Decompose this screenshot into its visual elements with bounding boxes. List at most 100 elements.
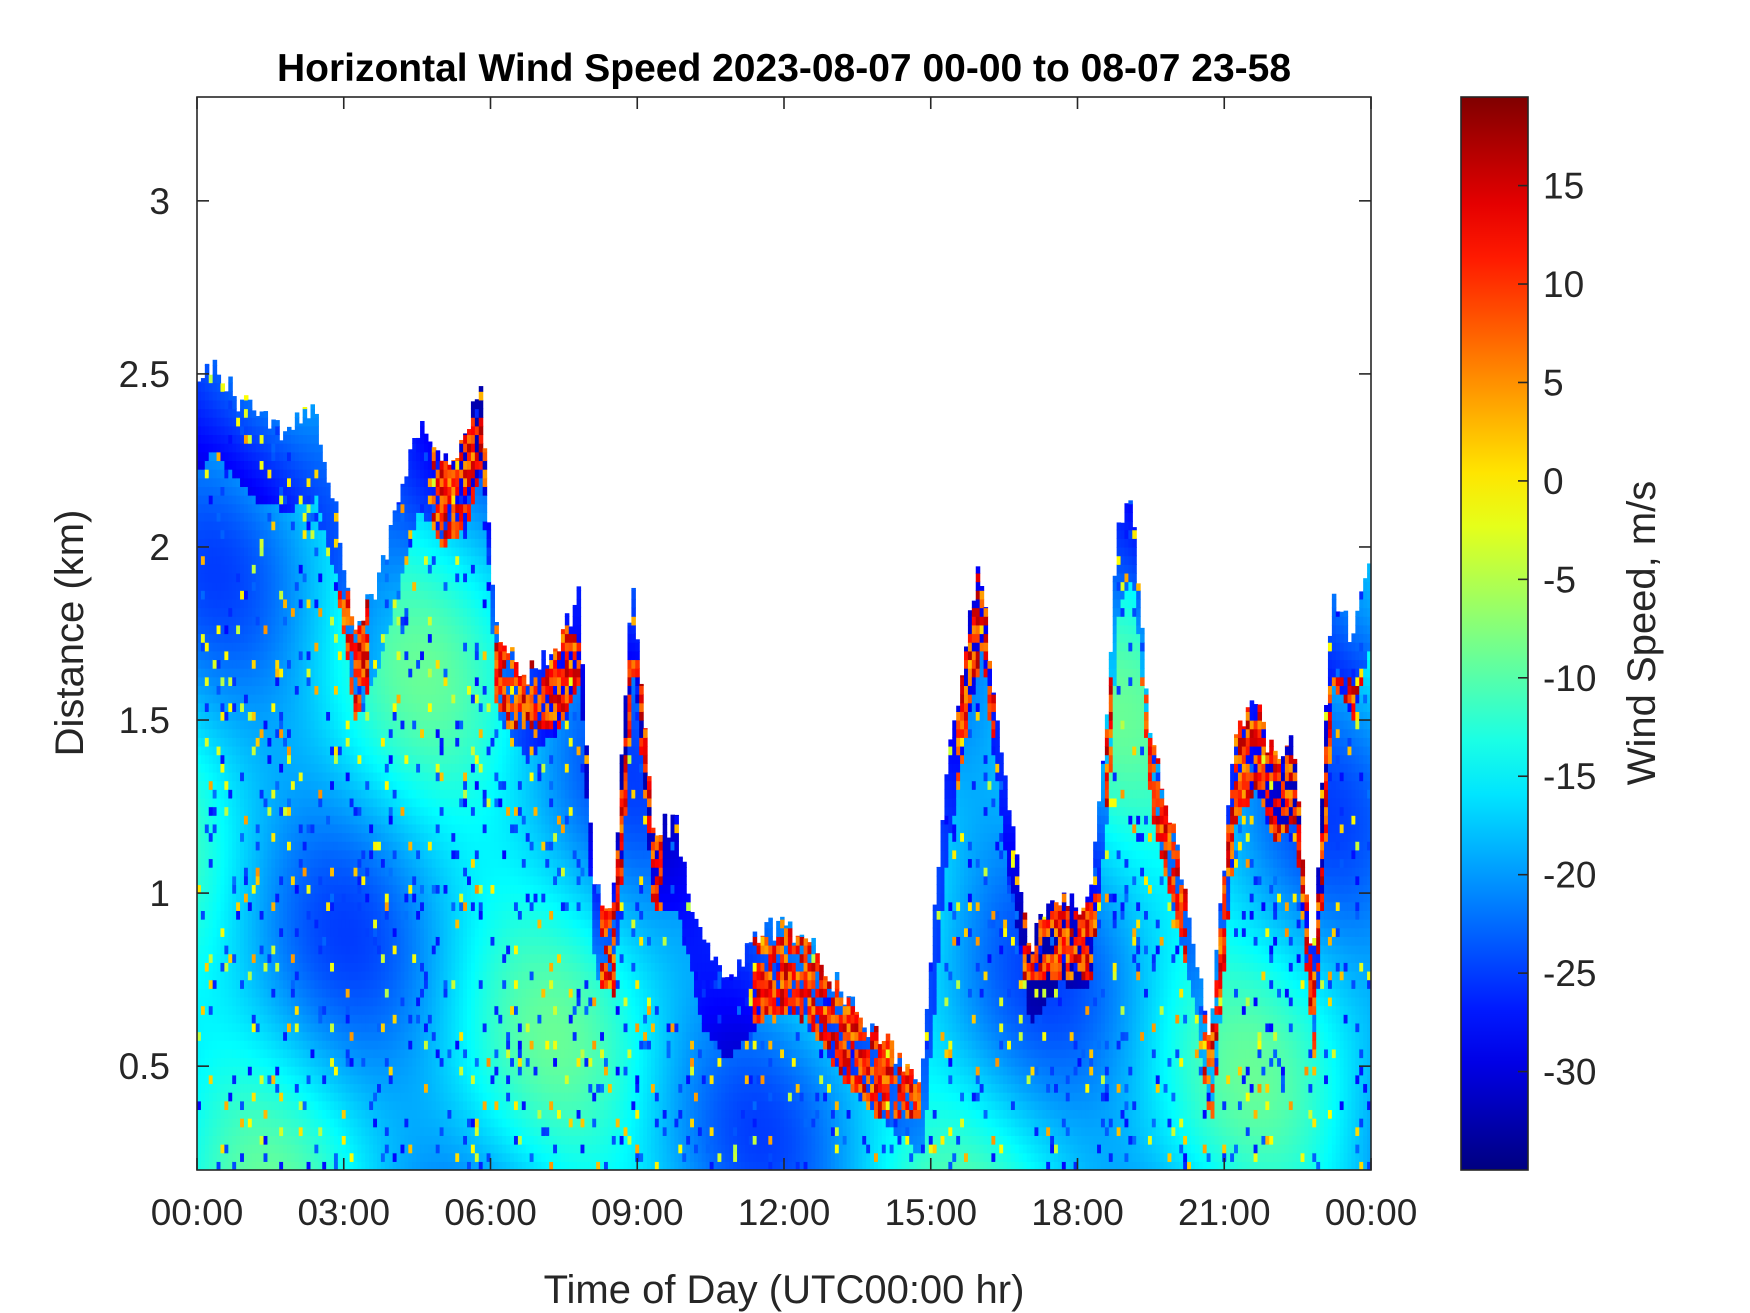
heatmap-cell xyxy=(385,815,390,824)
heatmap-cell xyxy=(283,997,288,1006)
heatmap-cell xyxy=(350,884,355,893)
heatmap-cell xyxy=(291,434,296,443)
heatmap-cell xyxy=(350,1153,355,1162)
heatmap-cell xyxy=(236,512,241,521)
heatmap-cell xyxy=(416,685,421,694)
heatmap-cell xyxy=(275,824,280,833)
heatmap-cell xyxy=(205,608,210,617)
heatmap-cell xyxy=(287,1127,292,1136)
heatmap-cell xyxy=(287,781,292,790)
heatmap-cell xyxy=(236,1014,241,1023)
heatmap-cell xyxy=(213,893,218,902)
heatmap-cell xyxy=(354,807,359,816)
heatmap-cell xyxy=(299,1083,304,1092)
heatmap-cell xyxy=(271,815,276,824)
heatmap-cell xyxy=(232,434,237,443)
heatmap-cell xyxy=(205,374,210,383)
heatmap-cell xyxy=(271,694,276,703)
heatmap-cell xyxy=(213,538,218,547)
heatmap-cell xyxy=(236,1144,241,1153)
heatmap-cell xyxy=(428,573,433,582)
heatmap-cell xyxy=(236,841,241,850)
heatmap-cell xyxy=(209,469,214,478)
heatmap-cell xyxy=(326,634,331,643)
heatmap-cell xyxy=(400,634,405,643)
heatmap-cell xyxy=(267,1092,272,1101)
heatmap-cell xyxy=(338,590,343,599)
heatmap-cell xyxy=(283,1083,288,1092)
heatmap-cell xyxy=(209,824,214,833)
heatmap-cell xyxy=(291,962,296,971)
heatmap-cell xyxy=(264,988,269,997)
heatmap-cell xyxy=(220,945,225,954)
heatmap-cell xyxy=(357,824,362,833)
heatmap-cell xyxy=(373,1014,378,1023)
heatmap-cell xyxy=(299,824,304,833)
heatmap-cell xyxy=(334,1144,339,1153)
heatmap-cell xyxy=(291,1040,296,1049)
heatmap-cell xyxy=(205,426,210,435)
heatmap-cell xyxy=(295,564,300,573)
heatmap-cell xyxy=(408,495,413,504)
heatmap-cell xyxy=(307,824,312,833)
heatmap-cell xyxy=(299,651,304,660)
heatmap-cell xyxy=(424,512,429,521)
heatmap-cell xyxy=(342,755,347,764)
heatmap-cell xyxy=(291,781,296,790)
heatmap-cell xyxy=(283,945,288,954)
heatmap-cell xyxy=(275,443,280,452)
heatmap-cell xyxy=(361,902,366,911)
heatmap-cell xyxy=(385,1127,390,1136)
heatmap-cell xyxy=(256,486,261,495)
heatmap-cell xyxy=(236,677,241,686)
heatmap-cell xyxy=(279,573,284,582)
heatmap-cell xyxy=(267,1083,272,1092)
heatmap-cell xyxy=(244,988,249,997)
heatmap-cell xyxy=(404,1040,409,1049)
heatmap-cell xyxy=(264,1144,269,1153)
heatmap-cell xyxy=(303,426,308,435)
heatmap-cell xyxy=(307,1092,312,1101)
heatmap-cell xyxy=(252,971,257,980)
heatmap-cell xyxy=(424,971,429,980)
heatmap-cell xyxy=(361,694,366,703)
heatmap-cell xyxy=(385,599,390,608)
heatmap-cell xyxy=(217,486,222,495)
heatmap-cell xyxy=(217,1058,222,1067)
heatmap-cell xyxy=(217,833,222,842)
heatmap-cell xyxy=(240,807,245,816)
heatmap-cell xyxy=(271,850,276,859)
heatmap-cell xyxy=(412,962,417,971)
heatmap-cell xyxy=(318,616,323,625)
heatmap-cell xyxy=(201,547,206,556)
heatmap-cell xyxy=(217,1092,222,1101)
heatmap-cell xyxy=(283,980,288,989)
heatmap-cell xyxy=(224,426,229,435)
heatmap-cell xyxy=(393,608,398,617)
heatmap-cell xyxy=(330,910,335,919)
heatmap-cell xyxy=(287,564,292,573)
heatmap-cell xyxy=(213,1135,218,1144)
heatmap-cell xyxy=(400,1014,405,1023)
heatmap-cell xyxy=(295,504,300,513)
heatmap-cell xyxy=(201,378,206,383)
heatmap-cell xyxy=(416,634,421,643)
heatmap-cell xyxy=(307,1144,312,1153)
heatmap-cell xyxy=(228,1023,233,1032)
heatmap-cell xyxy=(389,893,394,902)
heatmap-cell xyxy=(365,1092,370,1101)
heatmap-cell xyxy=(209,530,214,539)
heatmap-cell xyxy=(205,850,210,859)
heatmap-cell xyxy=(240,997,245,1006)
heatmap-cell xyxy=(420,711,425,720)
heatmap-cell xyxy=(267,429,272,435)
heatmap-cell xyxy=(424,547,429,556)
heatmap-cell xyxy=(295,1153,300,1162)
heatmap-cell xyxy=(326,703,331,712)
heatmap-cell xyxy=(393,1066,398,1075)
heatmap-cell xyxy=(338,564,343,573)
heatmap-cell xyxy=(354,642,359,651)
heatmap-cell xyxy=(295,616,300,625)
heatmap-cell xyxy=(385,1006,390,1015)
heatmap-cell xyxy=(248,936,253,945)
